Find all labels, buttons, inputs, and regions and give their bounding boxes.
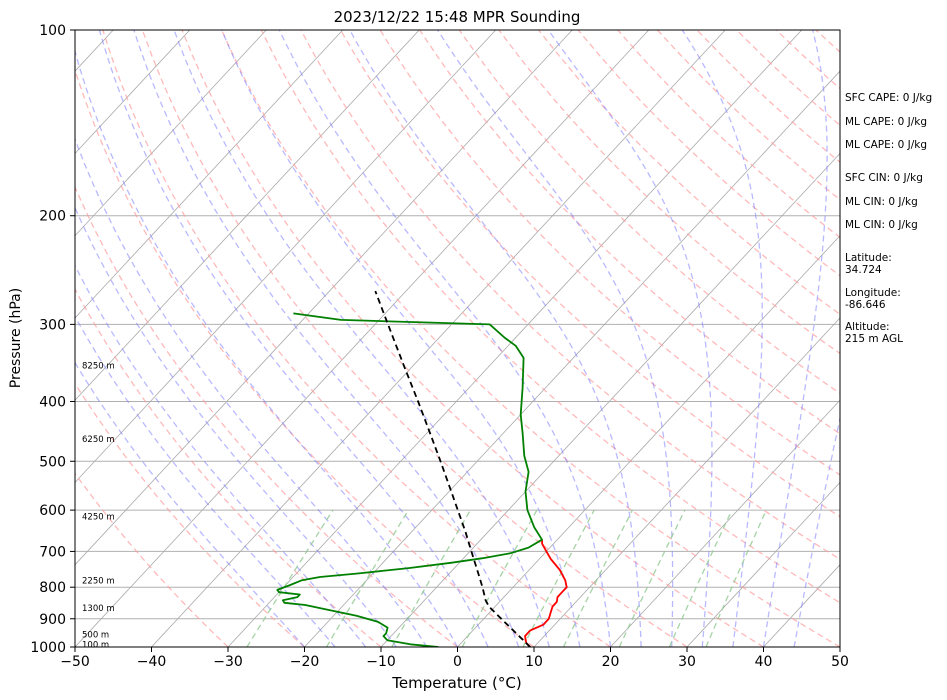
ml-cape-text-2: ML CAPE: 0 J/kg [845,139,928,151]
dry-adiabat-line [75,185,458,647]
y-tick-label: 800 [39,580,66,596]
y-tick-label: 500 [39,454,66,470]
y-tick-label: 700 [39,544,66,560]
x-tick-label: −10 [366,654,396,670]
height-label: 1300 m [82,604,115,614]
moist-adiabat-line [75,361,305,647]
chart-title: 2023/12/22 15:48 MPR Sounding [334,8,581,26]
isotherm-line [457,235,840,647]
dry-adiabat-line [221,30,840,647]
isotherm-line [227,30,803,647]
isotherm-line [75,30,344,319]
x-tick-label: 0 [453,654,462,670]
isotherm-line [380,152,840,647]
isotherm-line [75,30,573,566]
mixing-ratio-line [325,509,409,647]
sfc-cin-text: SFC CIN: 0 J/kg [845,172,923,184]
ml-cape-text: ML CAPE: 0 J/kg [845,116,928,128]
x-tick-label: 20 [602,654,620,670]
dry-adiabat-line [260,30,840,604]
ml-cin-text-2: ML CIN: 0 J/kg [845,219,918,231]
x-tick-label: −20 [290,654,320,670]
isotherm-line [304,70,840,647]
y-tick-label: 300 [39,317,66,333]
x-axis-label: Temperature (°C) [391,674,521,692]
moist-adiabat-line [75,206,397,647]
isotherm-line [533,317,840,647]
height-label: 4250 m [82,513,115,523]
y-axis-label: Pressure (hPa) [8,288,24,388]
moist-adiabat-line [762,30,828,647]
x-tick-label: 10 [525,654,543,670]
isotherm-line [75,30,650,647]
y-tick-label: 100 [39,23,66,39]
temperature-profile [524,539,568,647]
reference-lines [75,30,840,647]
moist-adiabat-line [173,30,550,647]
isotherm-line [75,30,267,237]
moist-adiabat-line [75,137,428,647]
moist-adiabat-line [437,30,674,647]
x-tick-label: 40 [755,654,773,670]
y-tick-label: 600 [39,503,66,519]
moist-adiabat-line [278,30,612,647]
dry-adiabat-line [102,30,611,647]
latitude-text: Latitude: 34.724 [845,252,892,276]
dry-adiabat-line [181,30,764,647]
mixing-ratio-line [522,509,595,647]
height-label: 100 m [82,640,109,650]
isotherm-line [686,481,840,647]
height-label: 500 m [82,631,109,641]
moist-adiabat-line [75,315,336,647]
dry-adiabat-line [498,30,840,355]
moist-adiabat-line [98,30,489,647]
isotherm-line [75,30,420,401]
height-label: 6250 m [82,435,115,445]
x-tick-label: −50 [60,654,90,670]
longitude-text: Longitude: -86.646 [845,287,901,311]
y-tick-label: 900 [39,612,66,628]
mixing-ratio-line [461,509,538,647]
dry-adiabat-line [75,287,382,647]
sounding-series [276,290,568,647]
ml-cin-text: ML CIN: 0 J/kg [845,196,918,208]
x-tick-label: −40 [137,654,167,670]
y-tick-label: 400 [39,394,66,410]
moist-adiabat-line [681,30,763,647]
isotherm-line [151,30,726,647]
y-tick-label: 200 [39,209,66,225]
altitude-text: Altitude: 215 m AGL [845,321,903,345]
sfc-cape-text: SFC CAPE: 0 J/kg [845,92,933,104]
mixing-ratio-line [705,509,767,647]
mixing-ratio-line [562,509,633,647]
x-tick-label: −30 [213,654,243,670]
x-tick-label: 50 [831,654,849,670]
moist-adiabat-line [75,49,459,647]
moist-adiabat-line [349,30,642,647]
isotherm-line [75,30,191,154]
moist-adiabat-line [793,415,840,647]
mixing-ratio-line [618,509,686,647]
height-label: 8250 m [82,362,115,372]
dry-adiabat-line [75,67,535,647]
mixing-ratio-line [668,509,733,647]
isotherm-line [75,30,497,484]
moist-adiabat-line [133,30,520,647]
plot-frame [74,29,841,648]
moist-adiabat-line [75,264,367,647]
parcel-profile [374,290,531,647]
moist-adiabat-line [221,30,581,647]
x-tick-label: 30 [678,654,696,670]
moist-adiabat-line [547,30,713,647]
isotherm-line [610,399,840,647]
dry-adiabat-line [75,472,229,647]
dry-adiabat-line [75,382,305,647]
dry-adiabat-line [537,30,840,316]
y-tick-label: 1000 [30,640,66,656]
dewpoint-profile [276,312,543,647]
mixing-ratio-line [391,509,471,647]
height-label: 2250 m [82,576,115,586]
